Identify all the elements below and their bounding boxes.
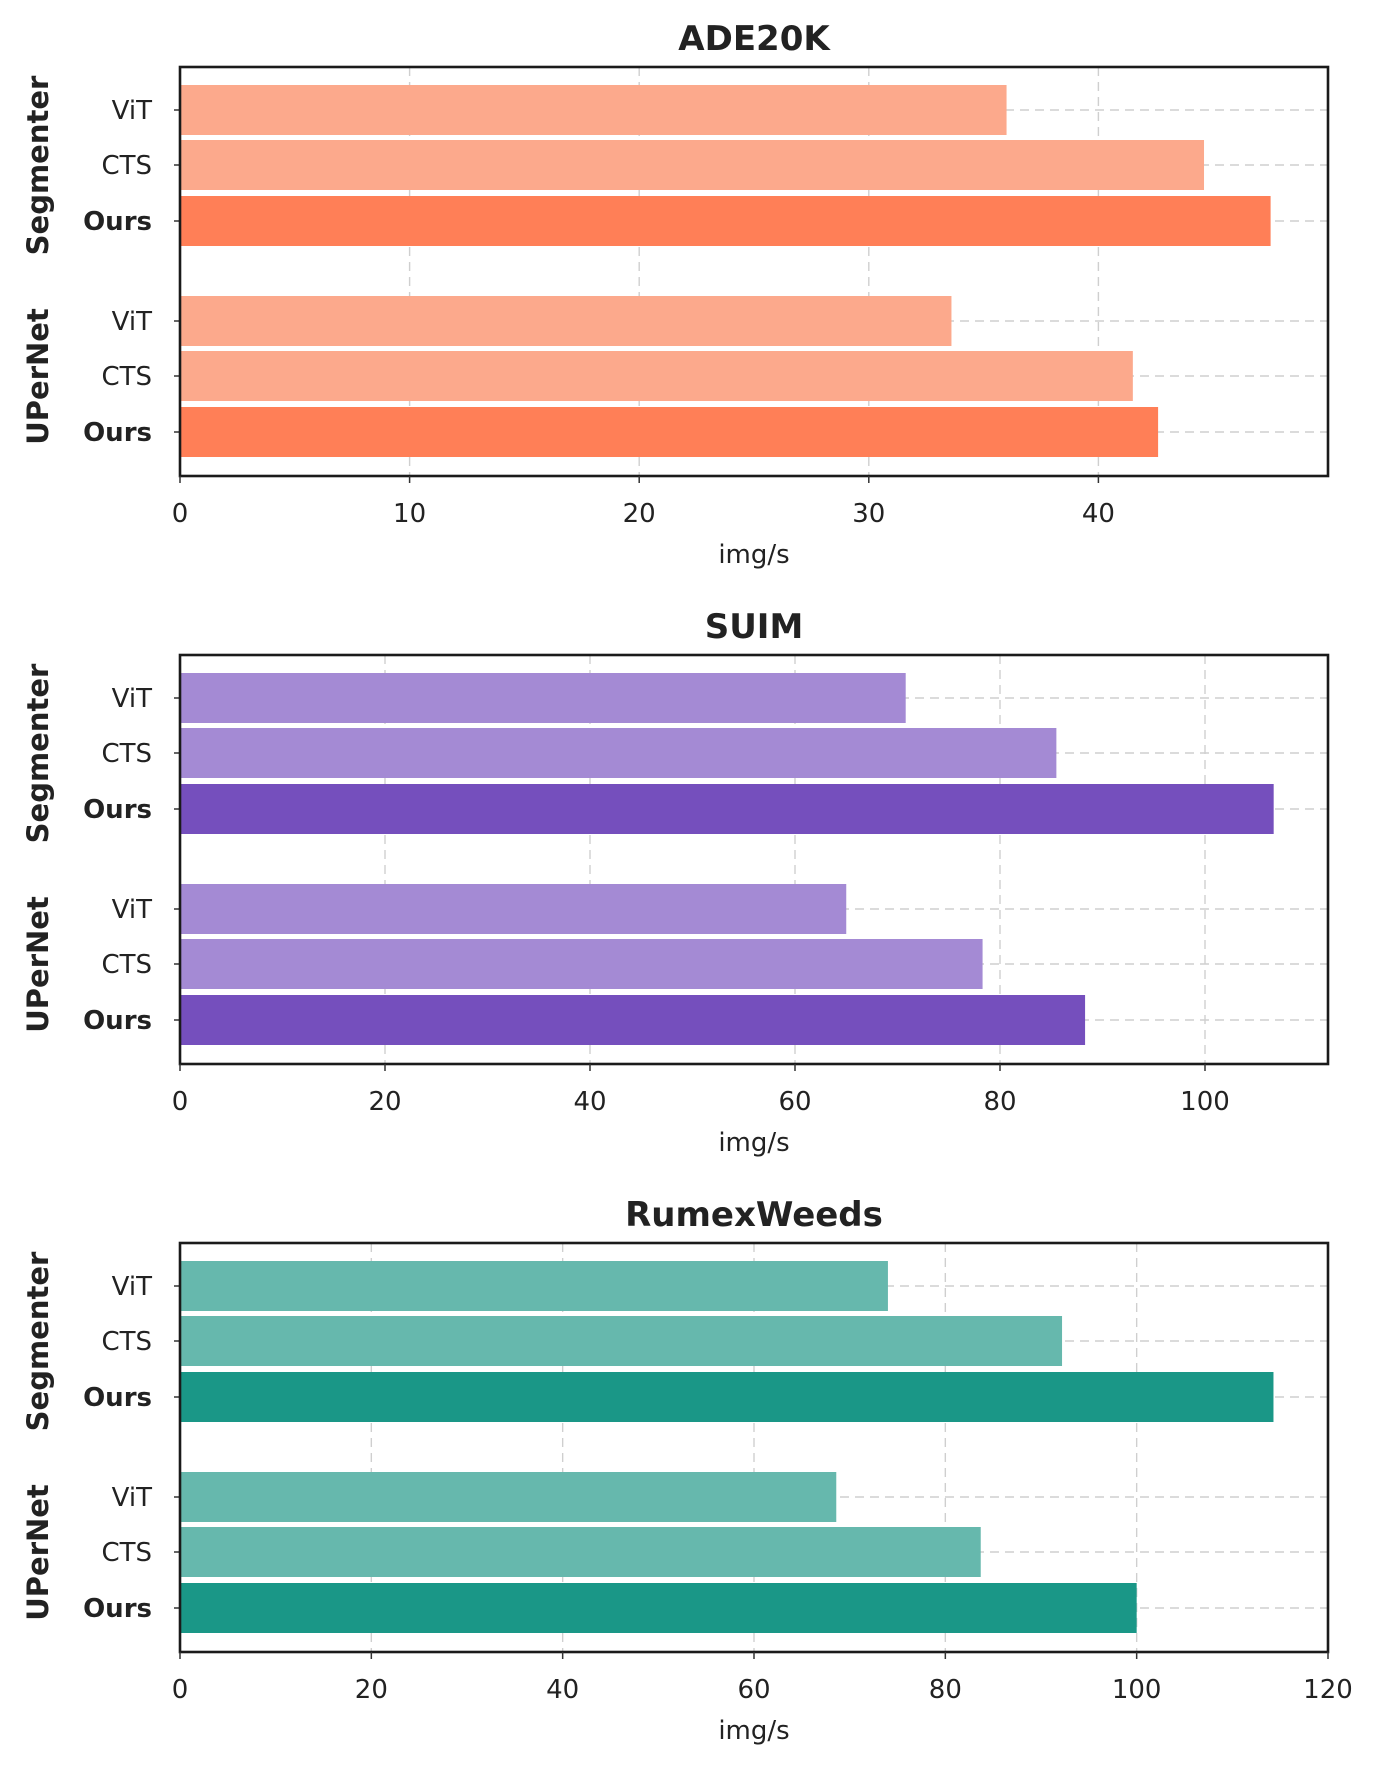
bar-segmenter-vit [180, 1261, 888, 1311]
chart-panel-rumexweeds: RumexWeeds ViT CTS Ours Segmenter ViT CTS Ours U… [21, 1195, 1353, 1746]
x-tick-label: 40 [546, 1675, 579, 1705]
bar-segmenter-vit [180, 673, 906, 723]
x-tick-label: 30 [852, 499, 885, 529]
bar-upernet-vit [180, 884, 847, 934]
bar-segmenter-vit [180, 85, 1007, 135]
group-label: Segmenter [21, 663, 55, 843]
y-tick-label: ViT [112, 96, 152, 126]
group-label: UPerNet [21, 896, 55, 1033]
x-axis-label: img/s [718, 1716, 789, 1746]
x-tick-label: 80 [929, 1675, 962, 1705]
chart-title: SUIM [705, 607, 804, 647]
x-tick-label: 20 [368, 1087, 401, 1117]
y-tick-label: Ours [83, 1006, 152, 1036]
chart-title: RumexWeeds [625, 1195, 883, 1235]
chart-title: ADE20K [678, 19, 831, 59]
y-tick-label: CTS [101, 1538, 152, 1568]
bar-segmenter-ours [180, 1372, 1274, 1422]
chart-panel-ade20k: ADE20K ViT CTS Ours Segmenter ViT CTS Ours UPerN… [21, 19, 1330, 570]
bar-segmenter-cts [180, 728, 1057, 778]
chart-panel-suim: SUIM ViT CTS Ours Segmenter ViT CTS Ours UPerNet… [21, 607, 1330, 1158]
bar-upernet-ours [180, 1583, 1137, 1633]
x-axis-label: img/s [718, 540, 789, 570]
group-label: Segmenter [21, 1251, 55, 1431]
x-tick-label: 120 [1303, 1675, 1353, 1705]
bar-segmenter-ours [180, 196, 1271, 246]
x-tick-label: 20 [623, 499, 656, 529]
x-tick-label: 0 [172, 1675, 189, 1705]
y-tick-label: Ours [83, 1594, 152, 1624]
bar-segmenter-ours [180, 784, 1274, 834]
plot-frame [178, 65, 1330, 478]
x-tick-label: 0 [172, 499, 189, 529]
x-tick-label: 10 [393, 499, 426, 529]
bar-upernet-vit [180, 296, 952, 346]
y-tick-label: Ours [83, 207, 152, 237]
x-tick-label: 40 [1082, 499, 1115, 529]
y-tick-label: ViT [112, 307, 152, 337]
x-tick-label: 0 [172, 1087, 189, 1117]
bar-upernet-ours [180, 407, 1159, 457]
y-tick-label: Ours [83, 795, 152, 825]
bar-upernet-cts [180, 1527, 981, 1577]
x-tick-label: 40 [573, 1087, 606, 1117]
y-tick-label: Ours [83, 1383, 152, 1413]
group-label: UPerNet [21, 308, 55, 445]
bar-segmenter-cts [180, 140, 1205, 190]
x-tick-label: 100 [1112, 1675, 1162, 1705]
x-tick-label: 60 [737, 1675, 770, 1705]
bar-upernet-cts [180, 939, 983, 989]
plot-frame [178, 653, 1330, 1066]
group-label: UPerNet [21, 1484, 55, 1621]
bar-upernet-ours [180, 995, 1086, 1045]
y-tick-label: ViT [112, 684, 152, 714]
x-tick-label: 100 [1180, 1087, 1230, 1117]
y-tick-label: ViT [112, 1272, 152, 1302]
x-tick-label: 80 [983, 1087, 1016, 1117]
y-tick-label: CTS [101, 362, 152, 392]
x-tick-label: 20 [355, 1675, 388, 1705]
y-tick-label: Ours [83, 418, 152, 448]
y-tick-label: CTS [101, 1327, 152, 1357]
x-axis-label: img/s [718, 1128, 789, 1158]
y-tick-label: ViT [112, 895, 152, 925]
bar-upernet-vit [180, 1472, 837, 1522]
bar-upernet-cts [180, 351, 1133, 401]
x-tick-label: 60 [778, 1087, 811, 1117]
y-tick-label: CTS [101, 151, 152, 181]
y-tick-label: CTS [101, 950, 152, 980]
bar-segmenter-cts [180, 1316, 1063, 1366]
y-tick-label: CTS [101, 739, 152, 769]
group-label: Segmenter [21, 75, 55, 255]
y-tick-label: ViT [112, 1483, 152, 1513]
